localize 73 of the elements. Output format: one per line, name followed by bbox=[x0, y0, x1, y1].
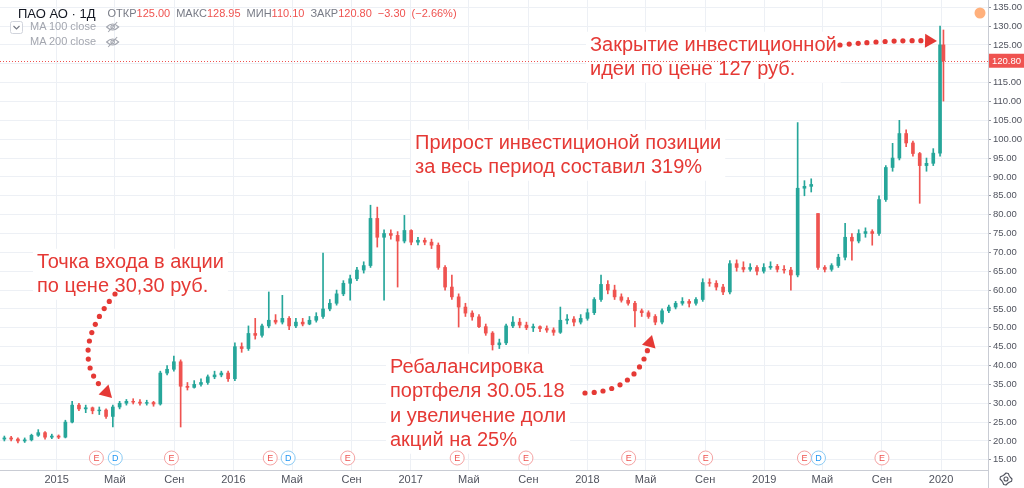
y-tick-label: 110.00 bbox=[993, 95, 1022, 107]
annotation: E bbox=[168, 452, 175, 463]
y-tick-label: 105.00 bbox=[993, 113, 1023, 125]
candlestick bbox=[321, 252, 325, 319]
y-tick-label: 125.00 bbox=[993, 38, 1023, 50]
y-tick-label: 55.00 bbox=[993, 302, 1017, 314]
ref-line-label: 120.80 bbox=[991, 54, 1022, 66]
x-tick-label: 2019 bbox=[752, 472, 777, 485]
annotation: Прирост инвестиционой позиции за весь период составил 319% bbox=[415, 130, 722, 178]
candlestick bbox=[253, 318, 258, 340]
annotation: E bbox=[344, 452, 351, 463]
x-tick-label: 2020 bbox=[928, 472, 954, 485]
annotation: Точка входа в акции по цене 30,30 руб. bbox=[37, 249, 224, 297]
annotation: D bbox=[284, 452, 292, 463]
x-tick-label: Май bbox=[811, 472, 834, 485]
y-tick-label: 40.00 bbox=[993, 359, 1017, 371]
y-tick-label: 130.00 bbox=[993, 19, 1023, 31]
x-tick-label: Сен bbox=[341, 472, 362, 485]
x-tick-label: Май bbox=[634, 472, 657, 485]
annotation: E bbox=[267, 452, 274, 463]
x-tick-label: 2018 bbox=[575, 472, 600, 485]
y-tick-label: 45.00 bbox=[993, 340, 1017, 352]
y-tick-label: 95.00 bbox=[993, 151, 1017, 163]
candlestick bbox=[266, 291, 271, 329]
annotation: Закрытие инвестиционной идеи по цене 127 руб. bbox=[590, 32, 837, 80]
annotation: Ребалансировка портфеля 30.05.18 и увеличение доли акций на 25% bbox=[390, 354, 567, 451]
y-tick-label: 80.00 bbox=[993, 208, 1017, 220]
candlestick bbox=[870, 229, 875, 246]
annotation: E bbox=[801, 452, 808, 463]
y-tick-label: 90.00 bbox=[993, 170, 1017, 182]
annotation: MA 200 close bbox=[30, 35, 97, 48]
candlestick bbox=[382, 229, 386, 301]
y-tick-label: 60.00 bbox=[993, 283, 1017, 295]
x-tick-label: 2017 bbox=[398, 472, 423, 485]
x-tick-label: Май bbox=[281, 472, 303, 485]
annotation: E bbox=[625, 452, 632, 463]
candlestick bbox=[789, 267, 793, 291]
chart-title: ПАО АО · 1Д bbox=[18, 5, 96, 21]
y-tick-label: 35.00 bbox=[993, 378, 1017, 389]
y-tick-label: 70.00 bbox=[993, 245, 1017, 257]
annotation: MA 100 close bbox=[30, 20, 97, 33]
x-tick-label: 2016 bbox=[221, 472, 246, 485]
x-tick-label: Сен bbox=[871, 472, 893, 485]
y-tick-label: 30.00 bbox=[993, 396, 1017, 408]
annotation: E bbox=[878, 452, 885, 463]
candlestick bbox=[917, 152, 922, 204]
y-tick-label: 20.00 bbox=[993, 434, 1017, 446]
x-tick-label: Сен bbox=[695, 472, 716, 485]
candlestick bbox=[348, 274, 352, 301]
y-tick-label: 65.00 bbox=[993, 264, 1017, 276]
text: ОТКР125.00 МАКС128.95 МИН110.10 ЗАКР120.80 −3.30 (−2.66%) bbox=[107, 7, 457, 20]
annotation: D bbox=[815, 452, 823, 463]
candlestick bbox=[565, 314, 569, 325]
annotation: E bbox=[93, 452, 100, 463]
y-tick-label: 115.00 bbox=[993, 76, 1022, 88]
y-tick-label: 25.00 bbox=[993, 415, 1017, 427]
y-tick-label: 75.00 bbox=[993, 227, 1017, 239]
x-tick-label: Сен bbox=[164, 472, 185, 485]
annotation: E bbox=[454, 452, 461, 463]
y-tick-label: 135.00 bbox=[993, 0, 1023, 12]
annotation: E bbox=[702, 452, 709, 463]
annotation: E bbox=[522, 452, 529, 463]
x-tick-label: 2015 bbox=[44, 472, 69, 485]
y-tick-label: 15.00 bbox=[993, 453, 1017, 465]
y-tick-label: 100.00 bbox=[993, 132, 1023, 144]
y-tick-label: 85.00 bbox=[993, 189, 1017, 201]
y-tick-label: 50.00 bbox=[993, 321, 1017, 333]
annotation: D bbox=[112, 452, 120, 463]
x-tick-label: Май bbox=[104, 472, 126, 485]
x-tick-label: Май bbox=[458, 472, 480, 485]
candlestick bbox=[850, 233, 854, 261]
candlestick bbox=[809, 178, 814, 193]
x-tick-label: Сен bbox=[518, 472, 539, 485]
